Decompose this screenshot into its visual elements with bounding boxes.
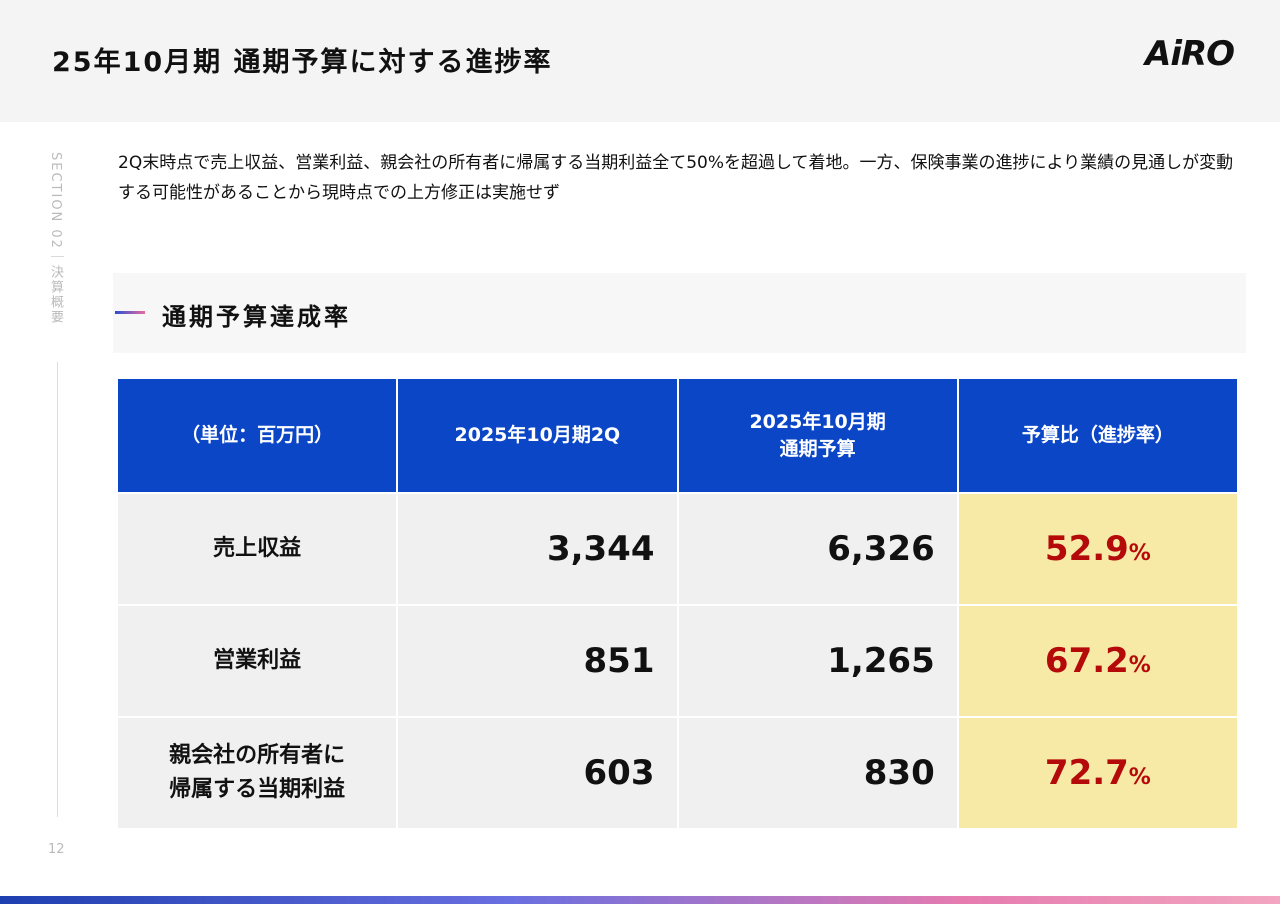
ratio-cell: 72.7% (956, 716, 1240, 830)
cell: 851 (396, 604, 679, 718)
cell: 830 (676, 716, 959, 830)
ratio: 52.9 (1044, 529, 1129, 569)
header-cell: （単位：百万円） (115, 377, 399, 494)
unit: % (1128, 653, 1151, 678)
row: 親会社の所有者に 帰属する当期利益 603 830 72.7% (115, 716, 1240, 830)
title: 25年10月期 通期予算に対する進捗率 (52, 47, 553, 78)
section-box: 通期予算達成率 (113, 273, 1246, 353)
header: 25年10月期 通期予算に対する進捗率 AiRO (0, 0, 1280, 122)
section-label: SECTION 02｜決算概要 (48, 152, 63, 325)
footer-bar (0, 896, 1280, 904)
cell: 603 (396, 716, 679, 830)
page-number: 12 (48, 842, 65, 857)
header-cell: 予算比（進捗率） (956, 377, 1240, 494)
cell: 3,344 (396, 492, 679, 606)
row-label: 売上収益 (115, 492, 399, 606)
ratio-cell: 52.9% (956, 492, 1240, 606)
description: 2Q末時点で売上収益、営業利益、親会社の所有者に帰属する当期利益全て50%を超過… (118, 153, 1234, 203)
row-label: 親会社の所有者に 帰属する当期利益 (115, 716, 399, 830)
section-heading: 通期予算達成率 (162, 303, 351, 331)
header-cell: 2025年10月期2Q (396, 377, 679, 494)
row-label: 営業利益 (115, 604, 399, 718)
divider (57, 362, 58, 817)
header-cell: 2025年10月期 通期予算 (676, 377, 959, 494)
header-row: （単位：百万円） 2025年10月期2Q 2025年10月期 通期予算 予算比（進捗率… (115, 377, 1240, 494)
cell: 1,265 (676, 604, 959, 718)
table-body: 売上収益 3,344 6,326 52.9% 営業利益 851 1,265 67.2% 親会社の… (115, 492, 1240, 830)
row: 売上収益 3,344 6,326 52.9% (115, 492, 1240, 606)
ratio: 72.7 (1044, 753, 1129, 793)
ratio: 67.2 (1044, 641, 1129, 681)
logo: AiRO (1145, 34, 1235, 74)
unit: % (1128, 765, 1151, 790)
unit: % (1128, 541, 1151, 566)
table: （単位：百万円） 2025年10月期2Q 2025年10月期 通期予算 予算比（進捗率… (115, 377, 1240, 830)
cell: 6,326 (676, 492, 959, 606)
ratio-cell: 67.2% (956, 604, 1240, 718)
row: 営業利益 851 1,265 67.2% (115, 604, 1240, 718)
accent (115, 311, 145, 314)
